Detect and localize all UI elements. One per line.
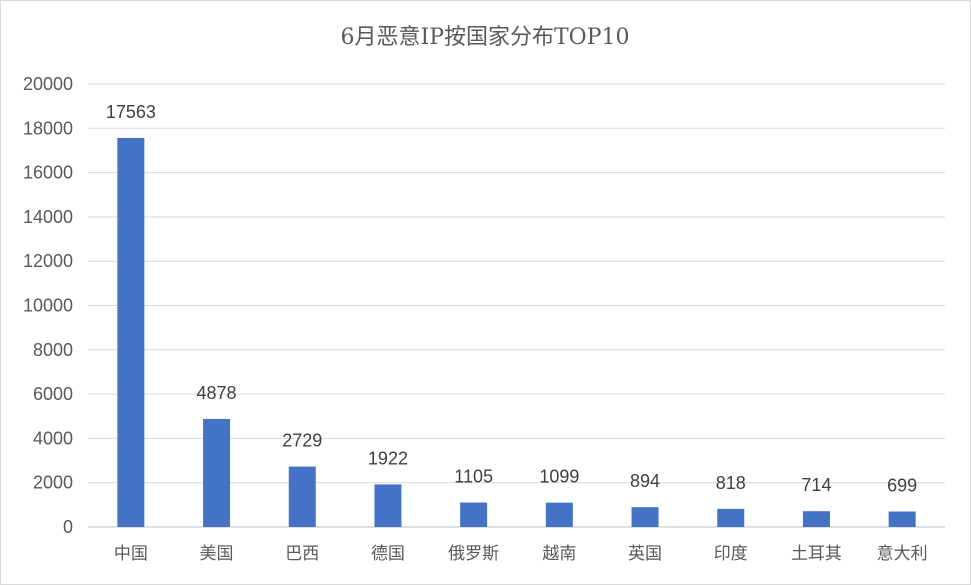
data-label: 714	[801, 475, 831, 495]
y-axis-tick-labels: 0 2000 4000 6000 8000 10000 12000 14000 16000 180…	[23, 74, 73, 537]
y-tick-label: 16000	[23, 163, 73, 183]
category-label: 巴西	[285, 544, 319, 564]
bar	[117, 137, 145, 527]
data-label: 818	[716, 473, 746, 493]
category-label: 美国	[200, 544, 234, 564]
data-label: 4878	[197, 383, 237, 403]
y-tick-label: 4000	[33, 428, 73, 448]
bar	[545, 502, 573, 527]
data-label: 1105	[454, 467, 493, 487]
data-label: 894	[630, 471, 660, 491]
data-label: 1099	[539, 467, 579, 487]
gridlines	[88, 83, 945, 528]
y-tick-label: 14000	[23, 207, 73, 227]
bar	[888, 511, 916, 527]
bar	[288, 466, 316, 527]
category-label: 土耳其	[791, 544, 842, 564]
bar	[374, 484, 402, 527]
category-label: 越南	[542, 544, 576, 564]
y-tick-label: 18000	[23, 118, 73, 138]
x-axis-category-labels: 中国 美国 巴西 德国 俄罗斯 越南 英国 印度 土耳其 意大利	[114, 544, 928, 564]
category-label: 中国	[114, 544, 148, 564]
chart-title: 6月恶意IP按国家分布TOP10	[341, 25, 630, 50]
bars	[117, 137, 916, 527]
data-label: 1922	[368, 448, 408, 468]
y-tick-label: 20000	[23, 74, 73, 94]
y-tick-label: 10000	[23, 296, 73, 316]
y-tick-label: 6000	[33, 384, 73, 404]
bar	[802, 511, 830, 527]
y-tick-label: 0	[63, 517, 73, 537]
data-label: 2729	[282, 431, 322, 451]
y-tick-label: 12000	[23, 251, 73, 271]
category-label: 印度	[714, 544, 748, 564]
category-label: 俄罗斯	[448, 544, 499, 564]
category-label: 德国	[371, 544, 405, 564]
y-tick-label: 8000	[33, 340, 73, 360]
bar	[460, 502, 488, 527]
category-label: 英国	[628, 544, 662, 564]
data-label: 699	[887, 476, 917, 496]
y-tick-label: 2000	[33, 473, 73, 493]
data-labels: 17563 4878 2729 1922 1105 1099 894 818 714 699	[106, 102, 917, 496]
bar	[203, 418, 231, 527]
bar	[631, 507, 659, 527]
bar	[717, 508, 745, 527]
data-label: 17563	[106, 102, 156, 122]
category-label: 意大利	[877, 544, 928, 564]
